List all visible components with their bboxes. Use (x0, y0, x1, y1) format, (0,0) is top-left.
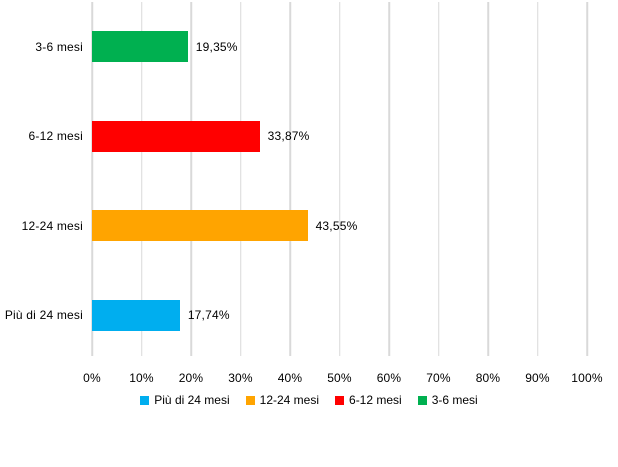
category-label: 6-12 mesi (28, 129, 83, 144)
gridline (487, 2, 489, 356)
legend-label: 3-6 mesi (431, 393, 478, 407)
gridline (437, 2, 440, 356)
gridline (239, 2, 242, 356)
legend-label: 6-12 mesi (349, 393, 402, 407)
gridline (140, 2, 143, 356)
category-label: Più di 24 mesi (4, 308, 83, 323)
gridline (536, 2, 539, 356)
category-label: 12-24 mesi (21, 218, 83, 233)
legend-label: Più di 24 mesi (154, 393, 230, 407)
gridline (388, 2, 390, 356)
x-axis-tick-label: 40% (277, 371, 303, 385)
legend-item: 12-24 mesi (245, 393, 320, 407)
value-label: 19,35% (195, 39, 238, 54)
x-axis-tick-label: 60% (376, 371, 402, 385)
gridline (289, 2, 291, 356)
category-row: Più di 24 mesi 17,74% (5, 271, 587, 361)
x-axis-tick-label: 30% (228, 371, 253, 385)
x-axis-tick-label: 10% (129, 371, 154, 385)
category-label: 3-6 mesi (35, 39, 83, 54)
legend: Più di 24 mesi 12-24 mesi 6-12 mesi 3-6 mes… (0, 393, 618, 407)
x-axis-tick-label: 100% (571, 371, 603, 385)
x-axis-tick-label: 90% (525, 371, 550, 385)
x-axis-tick-label: 80% (475, 371, 501, 385)
legend-swatch (335, 395, 345, 405)
x-axis-tick-label: 0% (83, 371, 101, 385)
gridline (338, 2, 341, 356)
legend-swatch (140, 395, 150, 405)
value-label: 17,74% (187, 308, 230, 323)
gridline (190, 2, 192, 356)
legend-item: 3-6 mesi (417, 393, 478, 407)
bar (92, 120, 260, 152)
category-row: 3-6 mesi 19,35% (35, 2, 587, 92)
category-row: 6-12 mesi 33,87% (29, 92, 587, 182)
legend-label: 12-24 mesi (259, 393, 320, 407)
value-label: 33,87% (267, 129, 310, 144)
legend-item: Più di 24 mesi (140, 393, 230, 407)
legend-swatch (245, 395, 255, 405)
legend-item: 6-12 mesi (335, 393, 402, 407)
x-axis-tick-label: 20% (178, 371, 204, 385)
x-axis-tick-label: 50% (327, 371, 352, 385)
x-axis: 0% 10% 20% 30% 40% 50% 60% 70% 80% 90% 100% (83, 371, 602, 387)
value-label: 43,55% (315, 218, 358, 233)
legend-swatch (417, 395, 427, 405)
bar (92, 299, 180, 331)
gridline (91, 2, 93, 356)
bar (92, 210, 308, 241)
bar (92, 31, 188, 62)
x-axis-tick-label: 70% (426, 371, 451, 385)
gridline (586, 2, 588, 356)
plot-area: 3-6 mesi 19,35% 6-12 mesi 33,87% 12-24 mesi 4… (5, 2, 588, 361)
category-row: 12-24 mesi 43,55% (22, 181, 587, 271)
